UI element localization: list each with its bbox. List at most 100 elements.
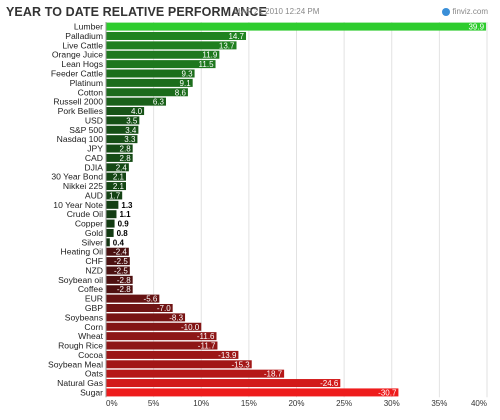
category-label: Lumber [74,22,103,32]
category-label: CHF [85,256,103,266]
data-label: -2.5 [114,257,128,266]
category-label: Crude Oil [67,209,103,219]
data-label: 1.1 [119,210,131,219]
data-label: -18.7 [264,370,283,379]
bar [106,294,160,303]
bar [106,313,186,322]
category-label: 30 Year Bond [51,172,103,182]
brand-label: finviz.com [452,7,488,16]
data-label: -13.9 [218,351,237,360]
data-label: -2.8 [117,276,131,285]
category-label: Soybean Meal [48,359,103,369]
category-label: Natural Gas [57,378,103,388]
category-label: Soybeans [65,312,103,322]
bar [106,153,133,162]
data-label: 13.7 [219,41,235,50]
category-label: Heating Oil [60,247,103,257]
bar [106,341,218,350]
data-label: 3.3 [124,135,136,144]
data-label: 0.8 [117,229,129,238]
data-label: 0.9 [118,220,130,229]
x-tick-label: 0% [106,399,118,408]
data-label: -5.6 [144,295,158,304]
data-label: -7.0 [157,304,171,313]
data-label: 3.5 [126,116,138,125]
bar [106,50,220,59]
bar [106,78,193,87]
data-label: 2.4 [116,163,128,172]
category-label: S&P 500 [69,125,103,135]
data-label: 39.9 [468,23,484,32]
category-label: Silver [82,237,104,247]
x-tick-label: 20% [288,399,304,408]
bar [106,107,145,116]
category-label: Gold [85,228,103,238]
data-label: 2.1 [113,173,125,182]
bar [106,210,117,219]
category-label: NZD [85,265,103,275]
bar [106,200,119,209]
category-label: AUD [85,190,103,200]
data-label: 6.3 [153,98,165,107]
x-tick-label: 15% [241,399,257,408]
category-label: Feeder Cattle [51,69,103,79]
data-label: -10.0 [181,323,200,332]
category-label: Russell 2000 [53,97,103,107]
data-label: 11.9 [202,51,218,60]
category-label: GBP [85,303,103,313]
data-label: 2.1 [113,182,125,191]
chart-title: YEAR TO DATE RELATIVE PERFORMANCE [6,5,267,19]
category-label: Nasdaq 100 [57,134,104,144]
bar [106,191,123,200]
brand[interactable]: finviz.com [442,7,488,16]
bar [106,41,237,50]
bar [106,69,195,78]
category-label: 10 Year Note [53,200,103,210]
x-tick-label: 40% [471,399,487,408]
bar [106,88,188,97]
data-label: -24.6 [320,379,339,388]
category-label: Corn [84,322,103,332]
category-label: Lean Hogs [61,59,103,69]
category-label: Pork Bellies [58,106,103,116]
data-label: 14.7 [228,32,244,41]
bar [106,60,216,69]
data-label: -8.3 [169,313,183,322]
bar [106,31,247,40]
category-label: Wheat [78,331,103,341]
category-label: Nikkei 225 [63,181,103,191]
x-tick-label: 5% [148,399,160,408]
bar [106,304,173,312]
data-label: -11.7 [198,342,216,351]
bar [106,360,252,369]
category-label: USD [85,115,103,125]
data-label: -2.4 [113,248,127,257]
data-label: 8.6 [175,88,187,97]
data-label: 3.4 [125,126,137,135]
bar [106,144,133,153]
category-label: Rough Rice [58,341,103,351]
bar [106,238,110,247]
category-label: Sugar [80,387,103,397]
category-label: Live Cattle [62,40,103,50]
category-label: CAD [85,153,103,163]
data-label: 11.5 [199,60,215,69]
timestamp: MAR 21 2010 12:24 PM [234,7,320,16]
bar [106,116,140,125]
x-tick-label: 10% [193,399,209,408]
data-label: 1.3 [121,201,133,210]
data-label: -30.7 [378,388,397,397]
bar [106,285,133,294]
bar [106,22,487,31]
category-label: Cotton [78,87,104,97]
data-label: 9.1 [180,79,192,88]
bar [106,172,127,181]
data-label: -2.8 [117,285,131,294]
bar [106,257,130,266]
bar [106,163,129,172]
data-label: -2.5 [114,266,128,275]
data-label: 2.8 [120,145,132,154]
bar [106,182,127,191]
data-label: -11.6 [197,332,215,341]
